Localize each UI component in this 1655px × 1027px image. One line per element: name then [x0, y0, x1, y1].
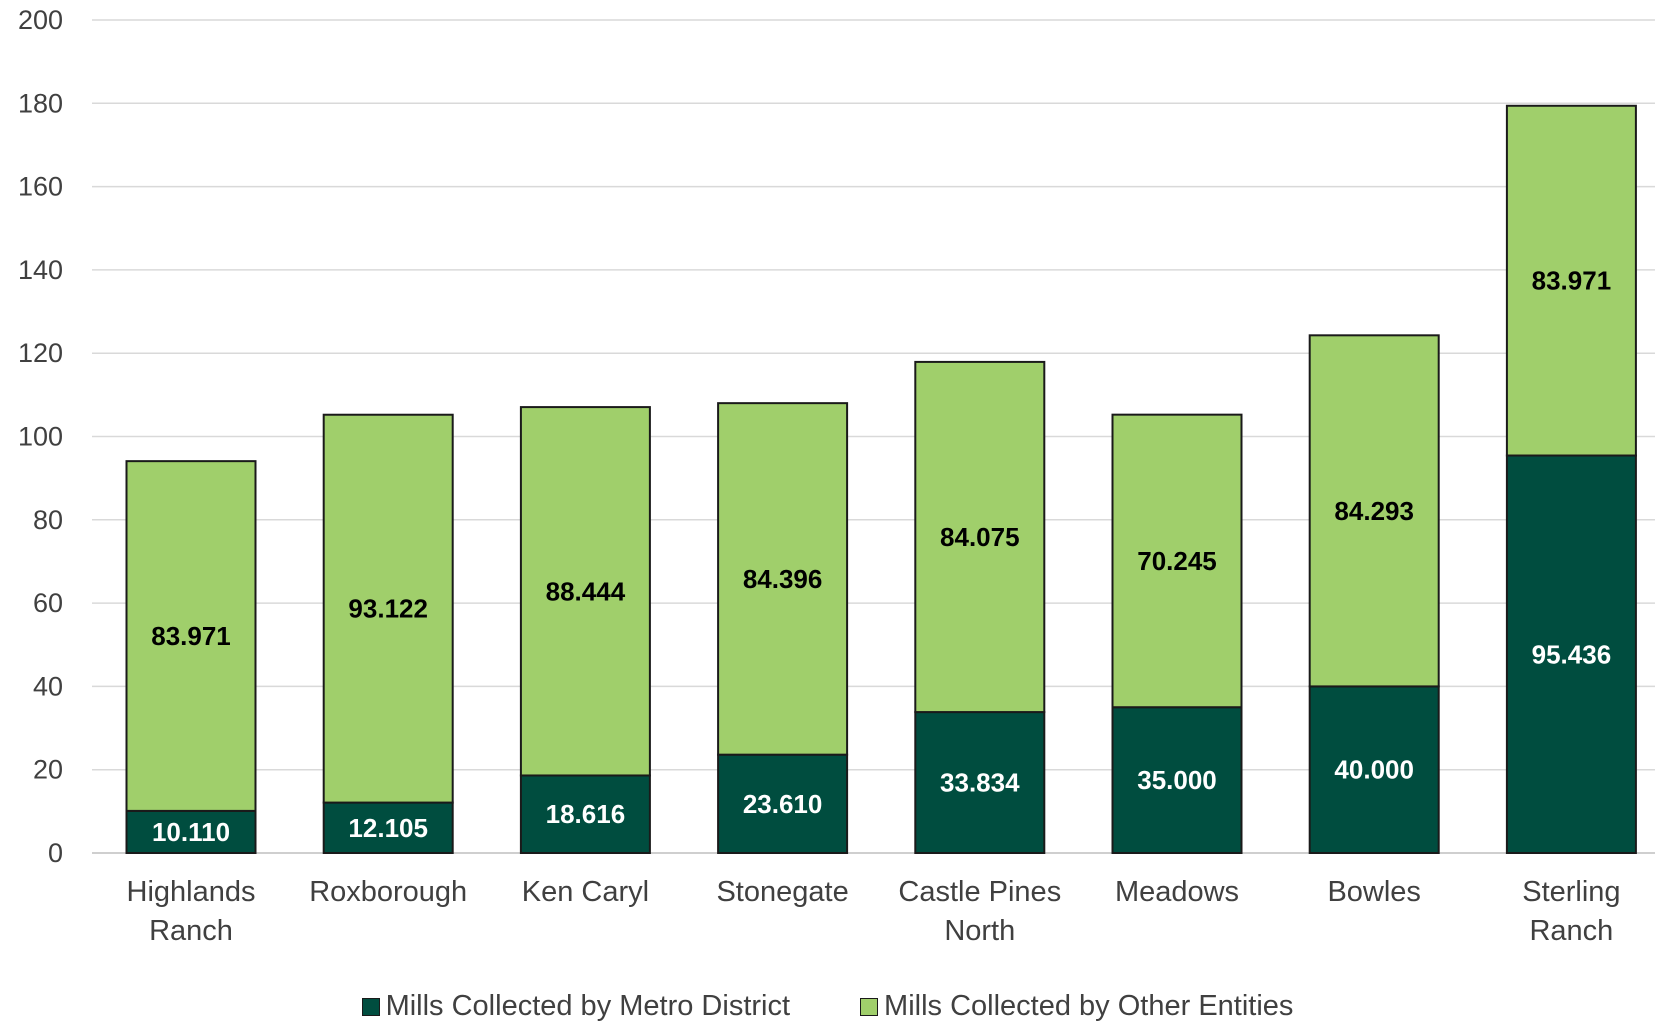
legend-swatch-metro-district	[361, 997, 380, 1016]
y-tick-label: 140	[18, 255, 63, 285]
data-label: 83.971	[151, 621, 231, 651]
y-tick-label: 100	[18, 422, 63, 452]
data-label: 40.000	[1334, 755, 1414, 785]
data-label: 84.293	[1334, 496, 1414, 526]
x-category-label: Castle Pines	[898, 876, 1061, 908]
data-label: 84.396	[743, 564, 823, 594]
data-label: 35.000	[1137, 765, 1217, 795]
data-label: 12.105	[348, 813, 428, 843]
legend-swatch-other-entities	[860, 997, 879, 1016]
x-category-label: Ranch	[1529, 915, 1613, 947]
data-label: 83.971	[1532, 266, 1612, 296]
legend-item-metro-district: Mills Collected by Metro District	[361, 990, 791, 1023]
y-tick-label: 180	[18, 88, 63, 118]
bar-segment	[519, 774, 651, 854]
bar-segment	[1111, 706, 1243, 854]
bar-segment	[125, 809, 257, 854]
y-axis-tick-labels: 0 20 40 60 80 100 120 140 160 180 200	[18, 5, 63, 868]
bar-segment	[1111, 413, 1243, 709]
bar-segment	[1308, 334, 1440, 688]
x-category-label: North	[944, 915, 1015, 947]
y-tick-label: 160	[18, 172, 63, 202]
bar-segment	[1308, 685, 1440, 855]
bar-segment	[322, 413, 454, 804]
data-label: 95.436	[1532, 639, 1612, 669]
x-axis-category-labels: Highlands Ranch Roxborough Ken Caryl Stonega…	[127, 876, 1621, 947]
data-labels: 10.110 83.971 12.105 93.122 18.616 88.444 23.6…	[151, 266, 1611, 847]
legend-label-metro-district: Mills Collected by Metro District	[385, 990, 791, 1022]
bar-segment	[1505, 104, 1637, 457]
data-label: 84.075	[940, 522, 1020, 552]
x-category-label: Bowles	[1327, 876, 1421, 908]
y-tick-label: 200	[18, 5, 63, 35]
y-tick-label: 120	[18, 338, 63, 368]
x-category-label: Highlands	[127, 876, 256, 908]
y-tick-label: 60	[33, 588, 63, 618]
bars	[125, 104, 1637, 855]
x-category-label: Meadows	[1115, 876, 1239, 908]
y-tick-label: 20	[33, 755, 63, 785]
data-label: 93.122	[348, 594, 428, 624]
bar-segment	[717, 402, 849, 756]
bar-segment	[1505, 454, 1637, 854]
bar-segment	[519, 406, 651, 777]
x-category-label: Sterling	[1522, 876, 1620, 908]
data-label: 33.834	[940, 768, 1020, 798]
data-label: 23.610	[743, 789, 823, 819]
y-tick-label: 0	[48, 838, 63, 868]
x-category-label: Ken Caryl	[522, 876, 649, 908]
legend-item-other-entities: Mills Collected by Other Entities	[860, 990, 1293, 1023]
bar-segment	[914, 711, 1046, 854]
legend-label-other-entities: Mills Collected by Other Entities	[884, 990, 1294, 1022]
legend: Mills Collected by Metro District Mills …	[0, 990, 1655, 1023]
data-label: 88.444	[546, 576, 626, 606]
x-category-label: Roxborough	[309, 876, 467, 908]
y-tick-label: 40	[33, 671, 63, 701]
bar-segment	[322, 801, 454, 855]
bar-segment	[914, 360, 1046, 714]
bar-segment	[125, 460, 257, 812]
y-tick-label: 80	[33, 505, 63, 535]
x-category-label: Ranch	[149, 915, 233, 947]
data-label: 70.245	[1137, 546, 1217, 576]
x-category-label: Stonegate	[716, 876, 848, 908]
data-label: 10.110	[152, 817, 230, 847]
data-label: 18.616	[546, 799, 626, 829]
